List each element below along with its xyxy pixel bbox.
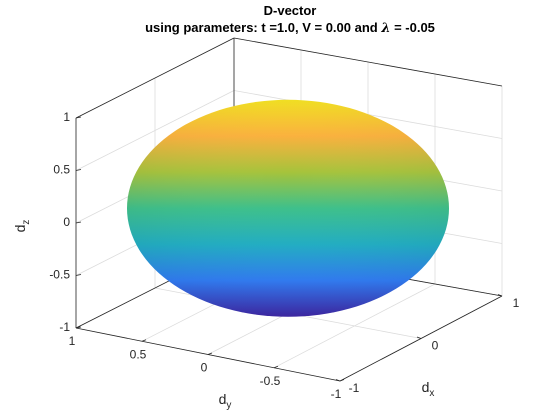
z-tick-label-2: 0 [63,215,70,229]
y-axis-label-main: d [219,391,227,407]
x-axis-label: dx [422,379,435,399]
edge-back-top-right [233,37,503,87]
z-axis-label-sub: z [21,220,32,225]
x-tick-mark-1 [416,336,422,339]
y-axis-label-sub: y [226,400,231,411]
y-tick-mark-0 [75,326,81,329]
y-axis-label: dy [219,391,232,411]
y-tick-mark-4 [339,379,345,382]
y-tick-mark-3 [273,365,279,369]
x-tick-mark-0 [335,379,341,382]
y-tick-label-0: 1 [69,334,76,348]
subtitle-suffix: = -0.05 [390,20,434,35]
z-tick-mark-3 [75,274,82,276]
chart-subtitle: using parameters: t =1.0, V = 0.00 and λ… [145,20,435,36]
y-axis-ticks: 1 0.5 0 -0.5 -1 [69,326,345,401]
x-axis-label-sub: x [429,388,434,399]
z-tick-label-1: 0.5 [53,163,70,177]
x-axis-label-main: d [422,379,430,395]
x-tick-label-0: -1 [349,381,360,395]
d-vector-surface [127,99,449,317]
x-axis-ticks: -1 0 1 [335,294,520,395]
z-tick-mark-0 [75,116,82,119]
y-tick-label-1: 0.5 [130,347,147,361]
y-tick-mark-2 [207,352,213,355]
z-tick-label-3: -0.5 [49,268,70,282]
x-tick-mark-2 [497,294,503,297]
y-tick-label-3: -0.5 [260,374,281,388]
chart-title: D-vector [264,3,317,18]
y-tick-label-2: 0 [201,361,208,375]
z-axis-label: dz [12,220,32,233]
x-tick-label-2: 1 [513,296,520,310]
z-axis-ticks: 1 0.5 0 -0.5 -1 [49,110,82,334]
y-tick-label-4: -1 [331,387,342,401]
z-tick-mark-1 [75,169,82,171]
surface-shading [127,99,449,317]
z-axis-label-main: d [12,225,28,233]
x-tick-label-1: 0 [432,339,439,353]
edge-back-top-left [75,37,235,119]
z-tick-label-0: 1 [63,110,70,124]
z-tick-label-4: -1 [59,320,70,334]
subtitle-prefix: using parameters: t =1.0, V = 0.00 and [145,20,381,35]
subtitle-symbol: λ [380,21,390,36]
y-tick-mark-1 [141,339,147,342]
z-tick-mark-2 [75,221,82,224]
